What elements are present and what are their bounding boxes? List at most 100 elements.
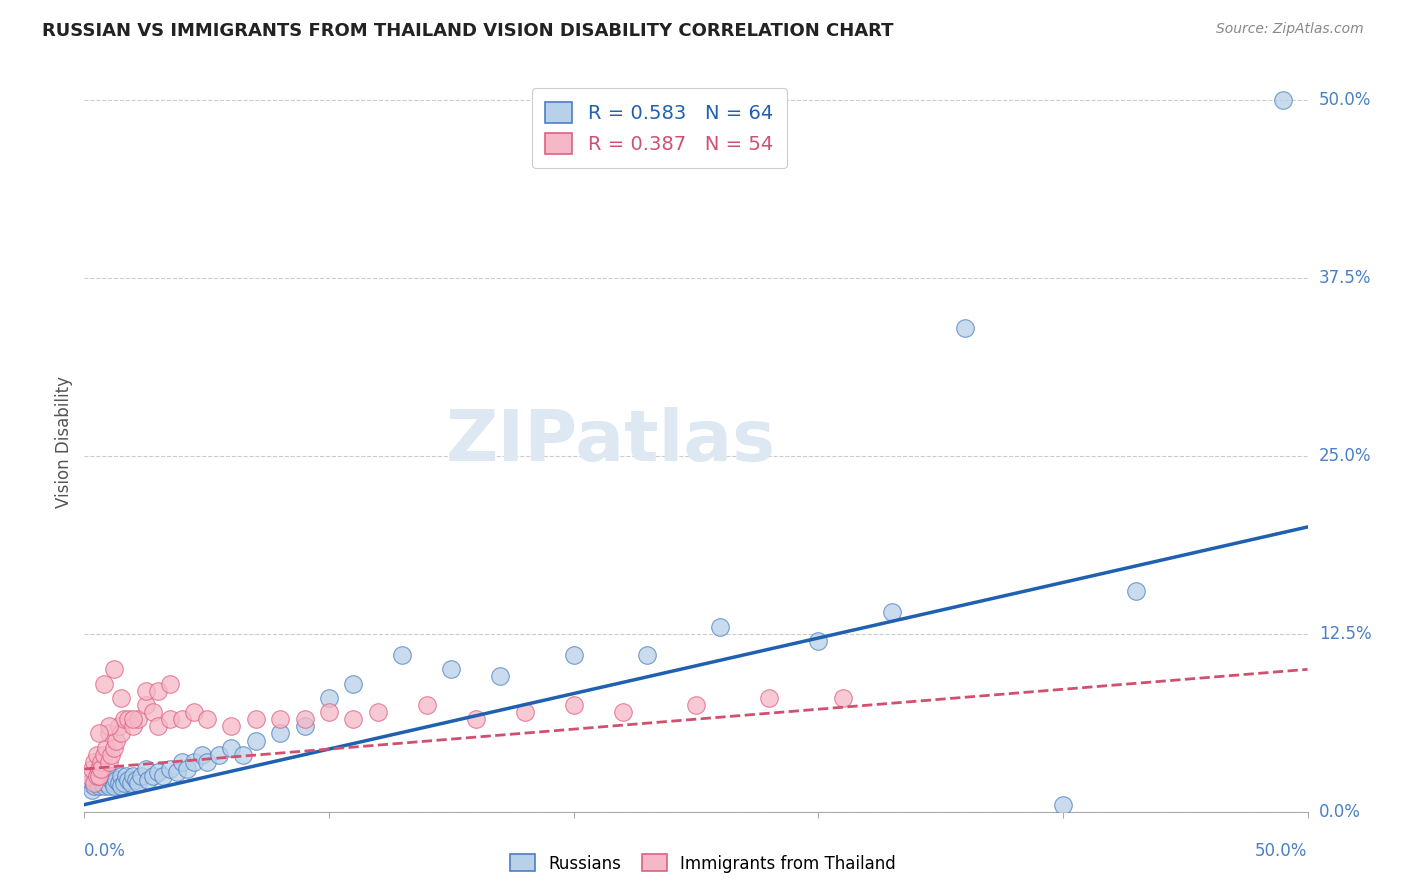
Point: [87, 726, 110, 740]
Point: [97, 769, 120, 783]
Point: [100, 769, 122, 783]
Point: [172, 712, 194, 726]
Point: [115, 769, 138, 783]
Point: [195, 755, 218, 769]
Point: [112, 776, 135, 790]
Text: 12.5%: 12.5%: [1319, 624, 1371, 643]
Point: [90, 773, 112, 788]
Point: [122, 769, 145, 783]
Point: [612, 705, 634, 719]
Point: [142, 769, 165, 783]
Point: [807, 633, 830, 648]
Point: [93, 769, 115, 783]
Point: [97, 779, 120, 793]
Point: [96, 773, 118, 788]
Point: [90, 755, 112, 769]
Text: ZIPatlas: ZIPatlas: [446, 407, 775, 476]
Y-axis label: Vision Disability: Vision Disability: [55, 376, 73, 508]
Text: 0.0%: 0.0%: [1319, 803, 1361, 821]
Point: [96, 740, 118, 755]
Point: [146, 719, 169, 733]
Point: [90, 776, 112, 790]
Point: [1125, 584, 1147, 599]
Point: [709, 619, 731, 633]
Point: [86, 776, 108, 790]
Point: [110, 726, 132, 740]
Text: 50.0%: 50.0%: [1319, 91, 1371, 109]
Point: [77, 776, 100, 790]
Point: [122, 712, 145, 726]
Text: Source: ZipAtlas.com: Source: ZipAtlas.com: [1216, 22, 1364, 37]
Point: [1052, 797, 1074, 812]
Point: [146, 683, 169, 698]
Point: [103, 662, 125, 676]
Point: [80, 783, 103, 797]
Point: [112, 712, 135, 726]
Point: [880, 606, 903, 620]
Point: [183, 755, 205, 769]
Point: [391, 648, 413, 662]
Point: [80, 762, 103, 776]
Point: [103, 740, 125, 755]
Point: [117, 712, 139, 726]
Point: [77, 769, 100, 783]
Point: [176, 762, 198, 776]
Point: [489, 669, 512, 683]
Point: [159, 762, 181, 776]
Point: [464, 712, 486, 726]
Point: [562, 648, 585, 662]
Point: [195, 712, 218, 726]
Point: [90, 762, 112, 776]
Text: 25.0%: 25.0%: [1319, 447, 1371, 465]
Point: [191, 747, 214, 762]
Point: [110, 769, 132, 783]
Point: [219, 740, 242, 755]
Point: [125, 773, 148, 788]
Point: [342, 712, 364, 726]
Point: [159, 676, 181, 690]
Point: [440, 662, 463, 676]
Point: [562, 698, 585, 712]
Point: [152, 769, 174, 783]
Point: [166, 764, 188, 779]
Legend: Russians, Immigrants from Thailand: Russians, Immigrants from Thailand: [503, 847, 903, 880]
Point: [208, 747, 231, 762]
Point: [135, 698, 157, 712]
Point: [129, 769, 152, 783]
Point: [318, 690, 340, 705]
Text: 0.0%: 0.0%: [84, 842, 127, 860]
Point: [110, 779, 132, 793]
Point: [1272, 93, 1295, 107]
Point: [93, 747, 115, 762]
Point: [831, 690, 853, 705]
Text: 37.5%: 37.5%: [1319, 268, 1371, 287]
Point: [107, 719, 129, 733]
Point: [685, 698, 707, 712]
Point: [127, 776, 149, 790]
Point: [135, 683, 157, 698]
Point: [105, 773, 128, 788]
Point: [83, 755, 105, 769]
Point: [232, 747, 254, 762]
Point: [100, 773, 122, 788]
Legend: R = 0.583   N = 64, R = 0.387   N = 54: R = 0.583 N = 64, R = 0.387 N = 54: [531, 88, 787, 168]
Point: [97, 755, 120, 769]
Point: [83, 773, 105, 788]
Point: [953, 320, 976, 334]
Point: [103, 776, 125, 790]
Point: [117, 773, 139, 788]
Point: [93, 676, 115, 690]
Text: 50.0%: 50.0%: [1256, 842, 1308, 860]
Point: [294, 719, 316, 733]
Point: [318, 705, 340, 719]
Point: [83, 776, 105, 790]
Point: [83, 779, 105, 793]
Point: [367, 705, 389, 719]
Text: RUSSIAN VS IMMIGRANTS FROM THAILAND VISION DISABILITY CORRELATION CHART: RUSSIAN VS IMMIGRANTS FROM THAILAND VISI…: [42, 22, 894, 40]
Point: [135, 762, 157, 776]
Point: [105, 733, 128, 747]
Point: [127, 712, 149, 726]
Point: [120, 776, 142, 790]
Point: [96, 776, 118, 790]
Point: [87, 779, 110, 793]
